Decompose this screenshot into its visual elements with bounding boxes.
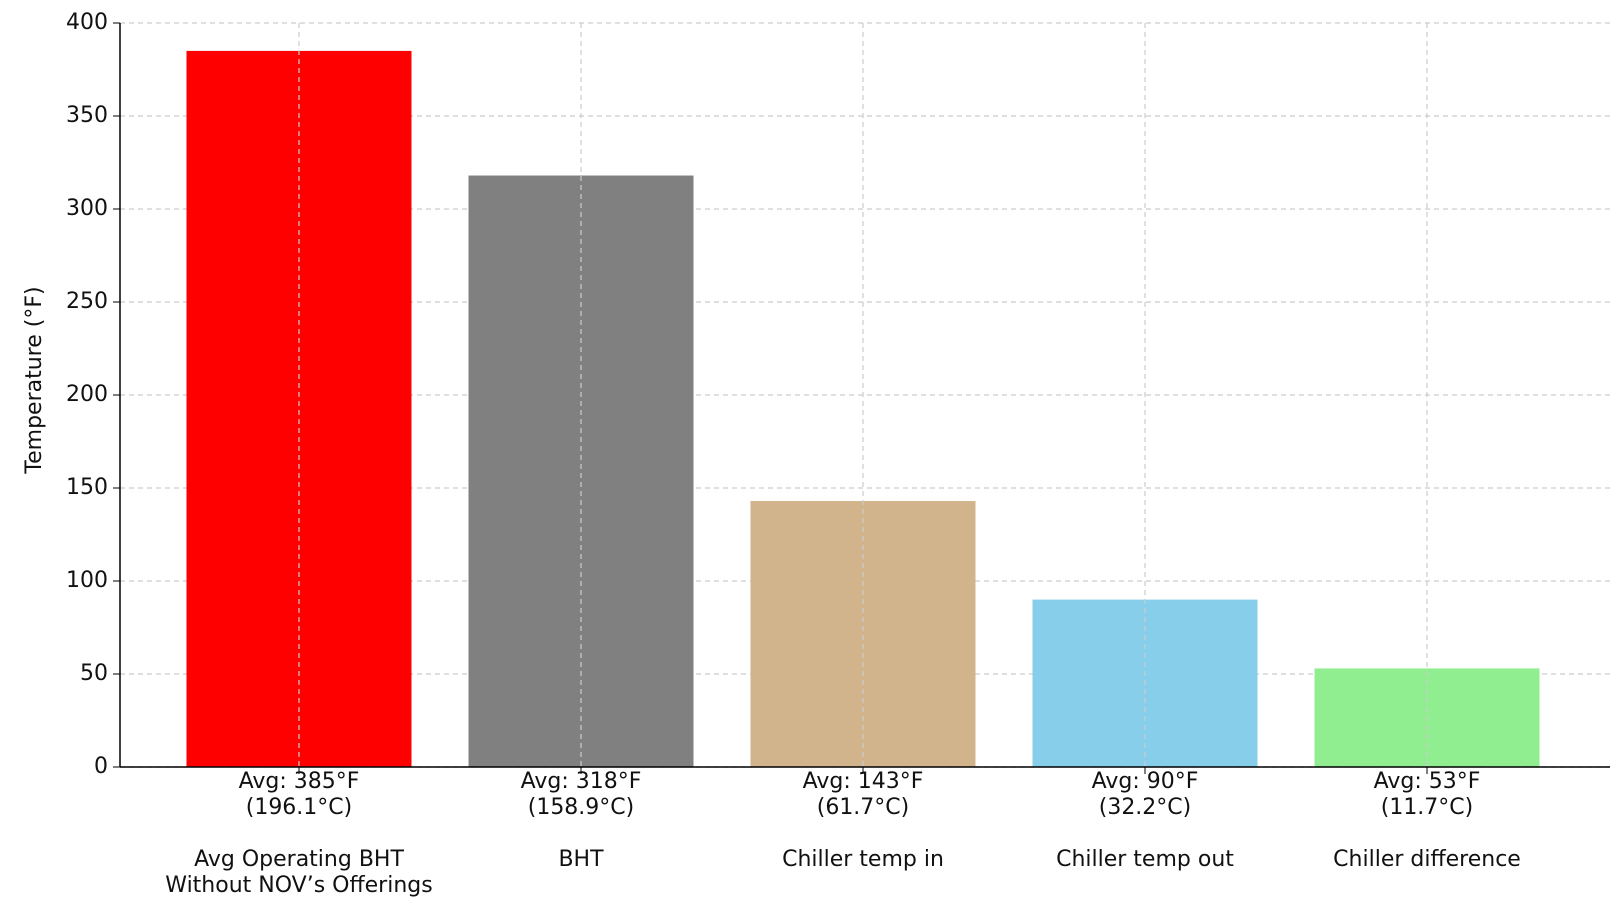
x-tick-label: Chiller difference <box>1333 847 1521 872</box>
y-tick-label: 100 <box>66 568 108 593</box>
value-label: Avg: 90°F (32.2°C) <box>1092 769 1199 820</box>
y-tick-label: 150 <box>66 475 108 500</box>
value-label: Avg: 385°F (196.1°C) <box>239 769 360 820</box>
y-tick-label: 300 <box>66 196 108 221</box>
x-tick-label: BHT <box>558 847 604 872</box>
y-axis-label: Temperature (°F) <box>22 286 47 474</box>
x-tick-label: Chiller temp out <box>1056 847 1234 872</box>
y-tick-label: 350 <box>66 103 108 128</box>
y-tick-label: 200 <box>66 382 108 407</box>
x-tick-label: Chiller temp in <box>782 847 944 872</box>
y-tick-label: 50 <box>80 661 108 686</box>
value-label: Avg: 143°F (61.7°C) <box>803 769 924 820</box>
y-tick-label: 250 <box>66 289 108 314</box>
x-tick-label: Avg Operating BHT Without NOV’s Offerings <box>165 847 432 898</box>
y-tick-label: 400 <box>66 10 108 35</box>
bar <box>468 175 694 767</box>
value-label: Avg: 318°F (158.9°C) <box>521 769 642 820</box>
y-tick-label: 0 <box>94 754 108 779</box>
value-label: Avg: 53°F (11.7°C) <box>1374 769 1481 820</box>
